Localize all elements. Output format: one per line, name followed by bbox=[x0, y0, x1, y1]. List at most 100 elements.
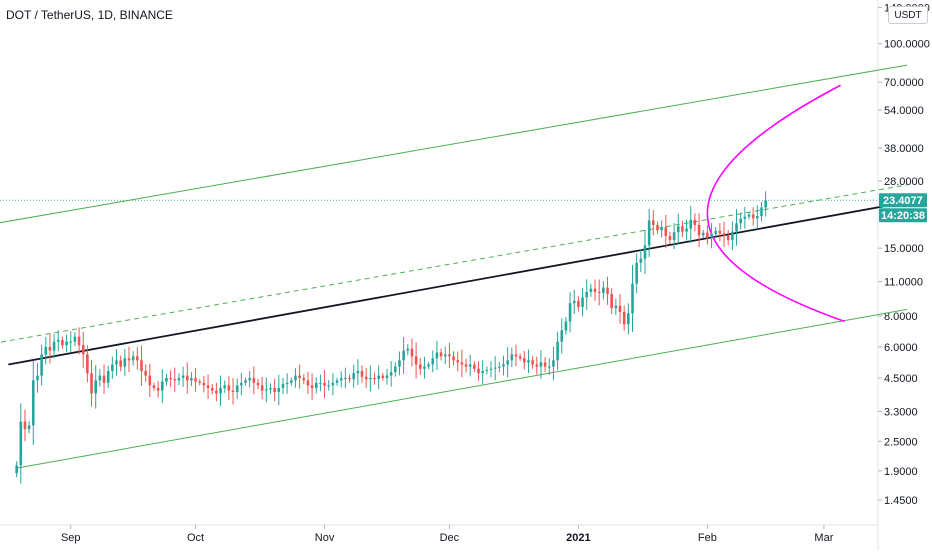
candle-body bbox=[327, 385, 331, 387]
candle-body bbox=[402, 350, 405, 361]
candle-body bbox=[656, 224, 659, 231]
candle-body bbox=[152, 385, 156, 388]
candle-body bbox=[339, 377, 343, 381]
countdown-label: 14:20:38 bbox=[881, 210, 925, 222]
candle-body bbox=[756, 216, 759, 219]
candle-body bbox=[585, 291, 589, 298]
candle-body bbox=[231, 390, 235, 393]
candle-body bbox=[643, 245, 647, 259]
candle-body bbox=[23, 421, 27, 430]
candle-body bbox=[701, 232, 705, 236]
candle-body bbox=[681, 226, 684, 232]
candle-body bbox=[314, 382, 318, 388]
candle-body bbox=[269, 387, 272, 390]
candle-body bbox=[111, 364, 114, 371]
candle-body bbox=[156, 387, 160, 391]
dashed-channel-line bbox=[0, 184, 908, 343]
candle-body bbox=[489, 368, 493, 370]
candle-body bbox=[739, 218, 742, 224]
candle-body bbox=[240, 382, 243, 386]
candle-body bbox=[190, 377, 193, 381]
candle-body bbox=[19, 421, 23, 466]
candle-body bbox=[185, 375, 189, 381]
candle-body bbox=[277, 387, 281, 393]
candle-body bbox=[647, 220, 651, 246]
candle-body bbox=[539, 362, 543, 367]
candle-body bbox=[614, 305, 618, 309]
candle-body bbox=[223, 385, 226, 388]
candle-body bbox=[710, 234, 713, 238]
last-price-box bbox=[879, 193, 927, 208]
candle-body bbox=[210, 387, 214, 391]
candle-body bbox=[506, 360, 509, 365]
candle-body bbox=[639, 258, 643, 263]
candle-body bbox=[206, 385, 210, 388]
candle-body bbox=[319, 382, 322, 384]
candle-body bbox=[310, 385, 314, 388]
candle-body bbox=[456, 360, 460, 363]
candle-body bbox=[265, 389, 268, 391]
drawing-layer bbox=[0, 64, 908, 469]
candle-body bbox=[40, 354, 43, 376]
candle-body bbox=[731, 231, 734, 240]
candle-body bbox=[764, 200, 767, 208]
candle-body bbox=[364, 376, 368, 380]
candle-body bbox=[418, 364, 422, 369]
candle-body bbox=[356, 370, 360, 374]
candle-body bbox=[394, 366, 397, 373]
candle-body bbox=[335, 380, 339, 383]
candle-body bbox=[473, 364, 476, 369]
candle-body bbox=[219, 387, 222, 394]
candle-body bbox=[485, 369, 489, 371]
price-tick-label: 38.0000 bbox=[884, 143, 924, 155]
countdown-box bbox=[879, 208, 927, 223]
time-axis[interactable]: Sep Oct Nov Dec 2021 Feb Mar bbox=[61, 525, 834, 544]
candle-body bbox=[672, 232, 676, 240]
candle-body bbox=[652, 220, 655, 225]
candle-body bbox=[514, 354, 518, 357]
candle-body bbox=[244, 380, 247, 383]
candle-body bbox=[477, 368, 480, 374]
currency-button[interactable]: USDT bbox=[888, 6, 928, 24]
price-tick-label: 54.0000 bbox=[884, 105, 924, 117]
candle-body bbox=[248, 377, 251, 381]
candle-body bbox=[31, 380, 35, 426]
candle-body bbox=[106, 370, 110, 383]
candle-body bbox=[331, 382, 335, 386]
time-tick-label: Mar bbox=[814, 532, 833, 544]
candle-body bbox=[439, 352, 443, 357]
candle-body bbox=[527, 360, 530, 363]
candle-body bbox=[198, 381, 202, 383]
candle-body bbox=[676, 226, 680, 233]
candle-body bbox=[323, 382, 326, 386]
candle-body bbox=[136, 356, 139, 361]
candle-body bbox=[726, 235, 730, 240]
candle-body bbox=[52, 341, 56, 351]
candle-body bbox=[215, 390, 218, 394]
candle-body bbox=[722, 233, 726, 236]
candle-body bbox=[65, 341, 68, 346]
candle-body bbox=[177, 377, 181, 381]
candle-body bbox=[510, 354, 514, 361]
candle-body bbox=[664, 227, 668, 236]
price-tick-label: 70.0000 bbox=[884, 77, 924, 89]
candle-body bbox=[281, 384, 285, 388]
candle-body bbox=[602, 287, 605, 293]
candle-body bbox=[460, 362, 464, 365]
candle-body bbox=[44, 346, 48, 355]
candle-body bbox=[123, 358, 127, 367]
candle-body bbox=[302, 377, 306, 381]
candle-body bbox=[697, 224, 701, 236]
candle-body bbox=[86, 354, 89, 374]
candle-body bbox=[73, 336, 77, 342]
candle-body bbox=[352, 373, 355, 380]
time-tick-label: Nov bbox=[315, 532, 335, 544]
candle-body bbox=[173, 379, 177, 381]
candle-body bbox=[360, 370, 364, 377]
candle-body bbox=[90, 373, 93, 394]
candle-body bbox=[306, 380, 310, 386]
price-axis[interactable]: 140.0000100.000070.000054.000038.000028.… bbox=[878, 2, 930, 507]
price-tick-label: 1.4500 bbox=[884, 495, 918, 507]
